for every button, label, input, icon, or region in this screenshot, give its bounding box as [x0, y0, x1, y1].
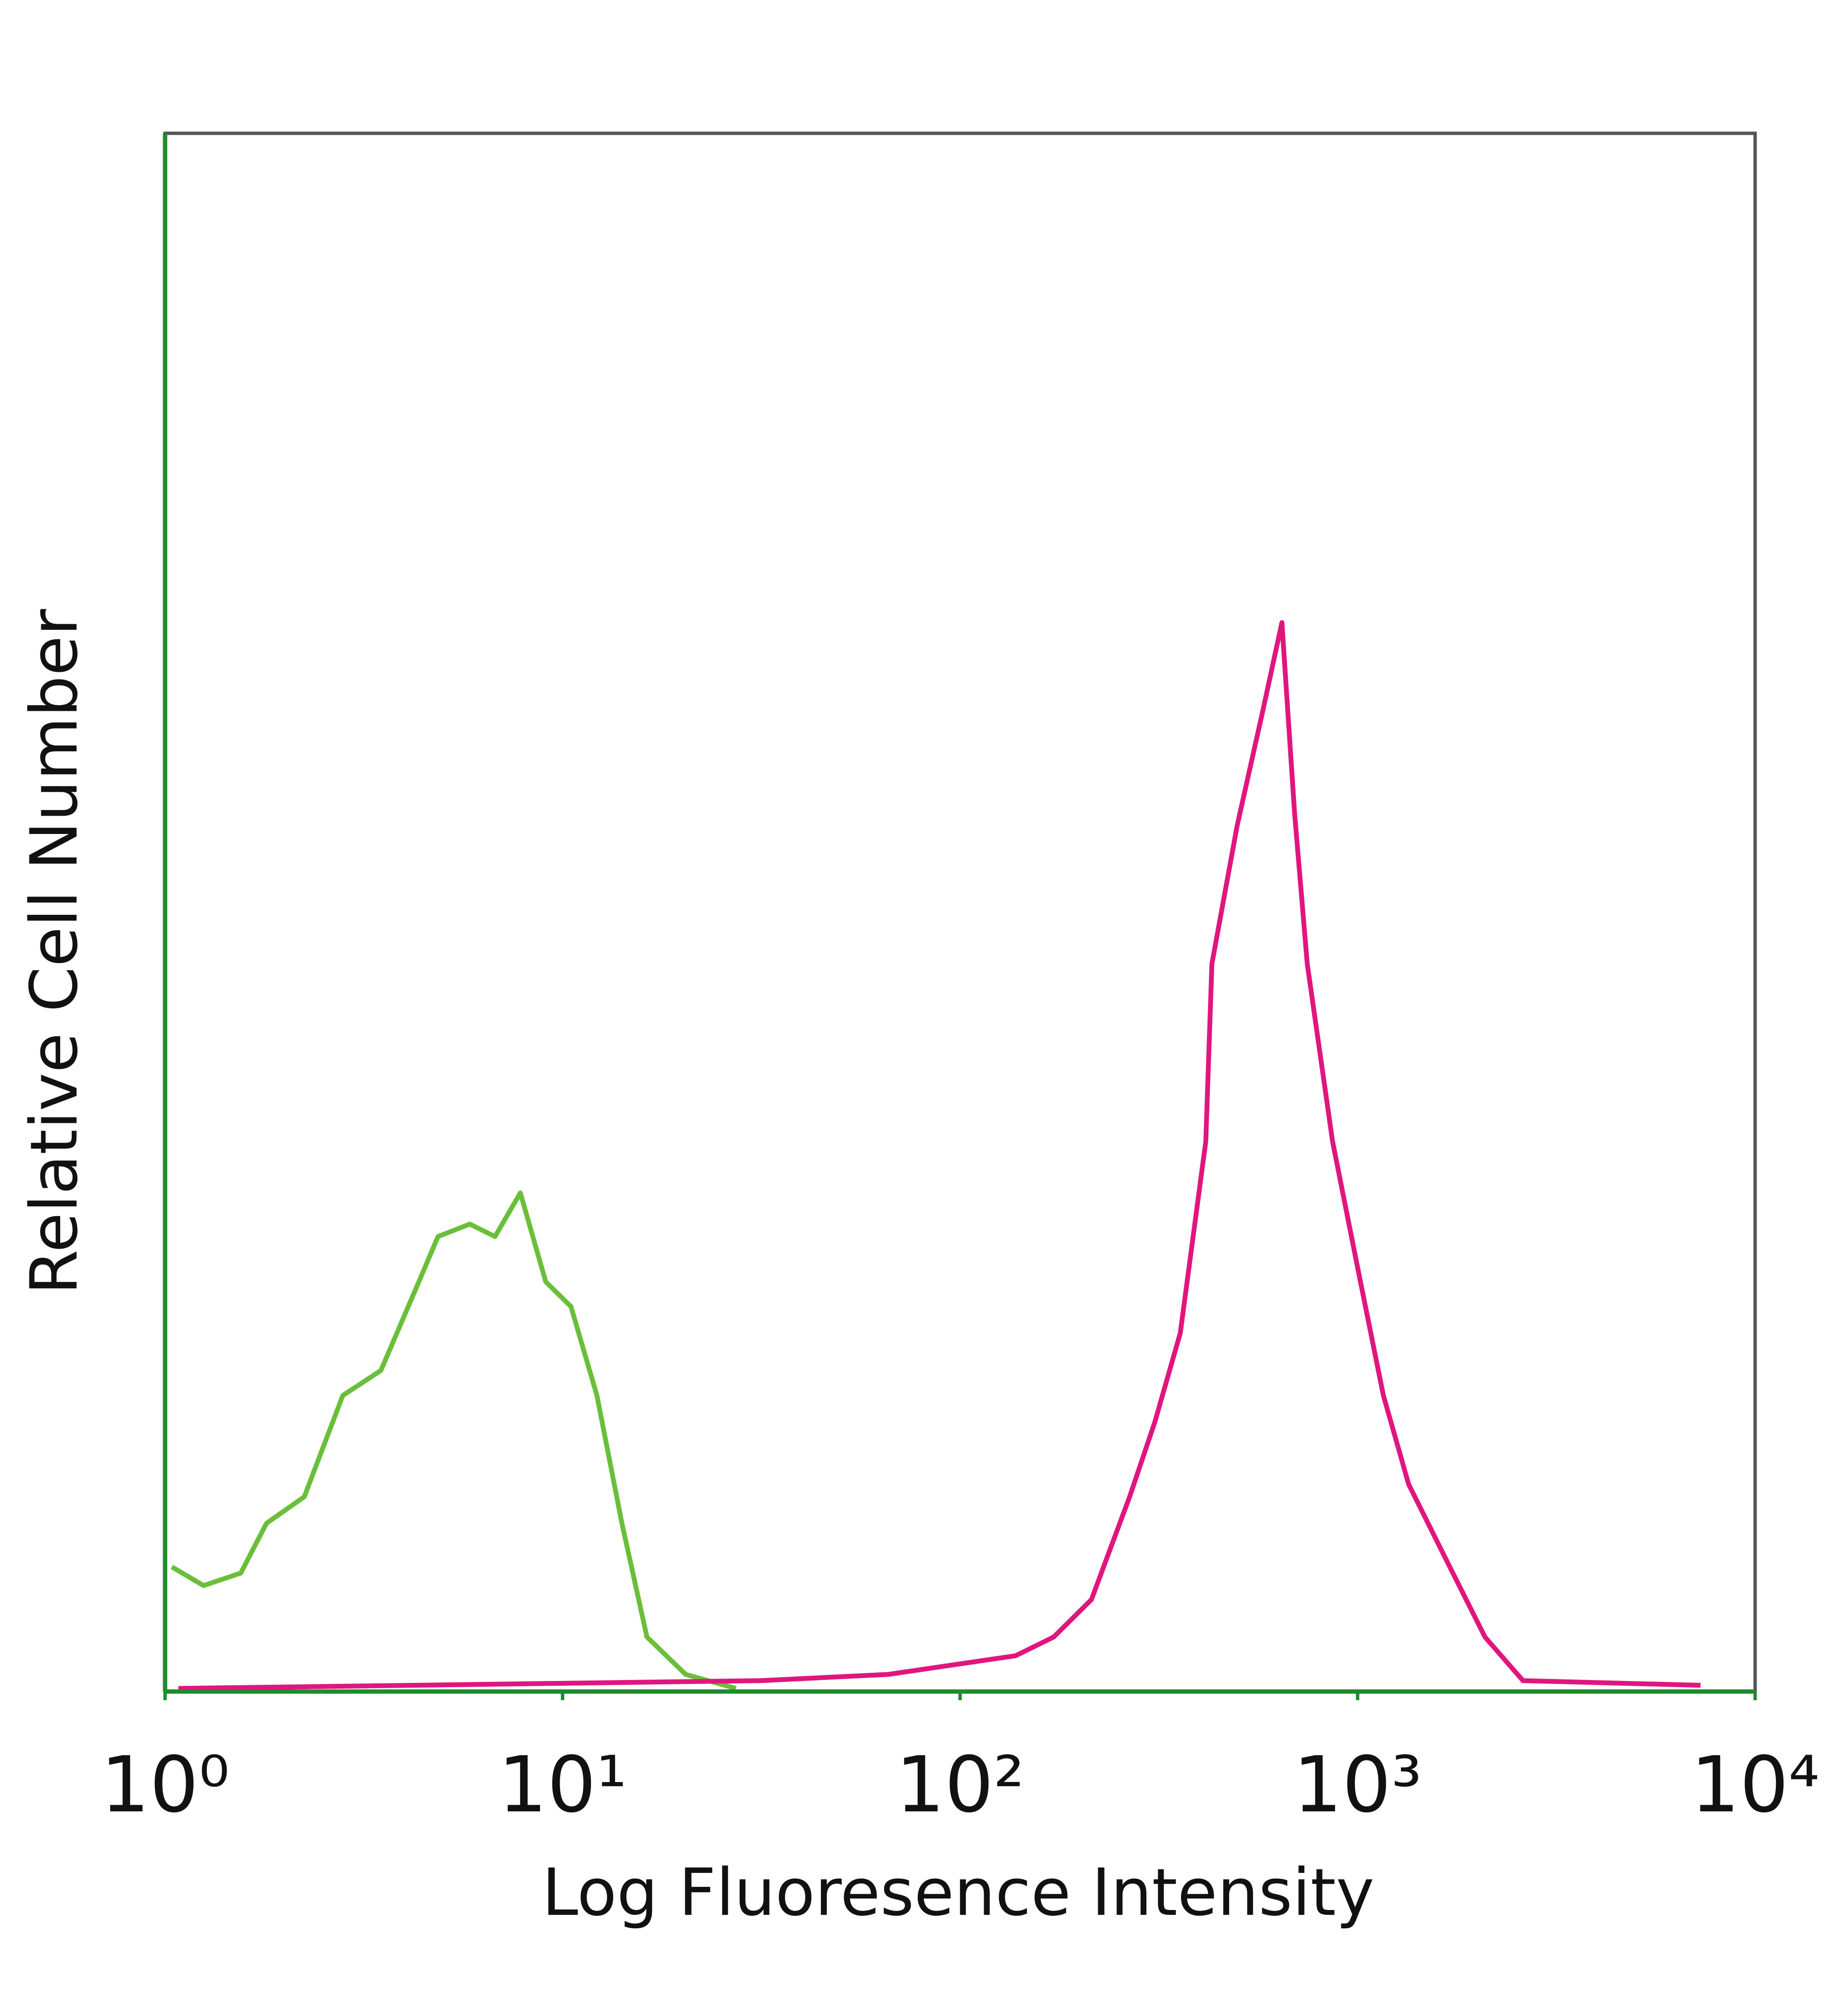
y-axis-label: Relative Cell Number: [16, 609, 92, 1295]
x-tick-label: 10³: [1293, 1740, 1422, 1830]
x-tick-label: 10⁴: [1691, 1740, 1820, 1830]
histogram-line: [170, 1190, 737, 1691]
x-axis-label: Log Fluoresence Intensity: [542, 1855, 1374, 1930]
x-tick-label: 10⁰: [101, 1740, 230, 1830]
x-tick-label: 10²: [896, 1740, 1025, 1830]
plot-frame: [163, 131, 1757, 1693]
histogram-line: [178, 620, 1701, 1691]
x-tick-label: 10¹: [498, 1740, 627, 1830]
